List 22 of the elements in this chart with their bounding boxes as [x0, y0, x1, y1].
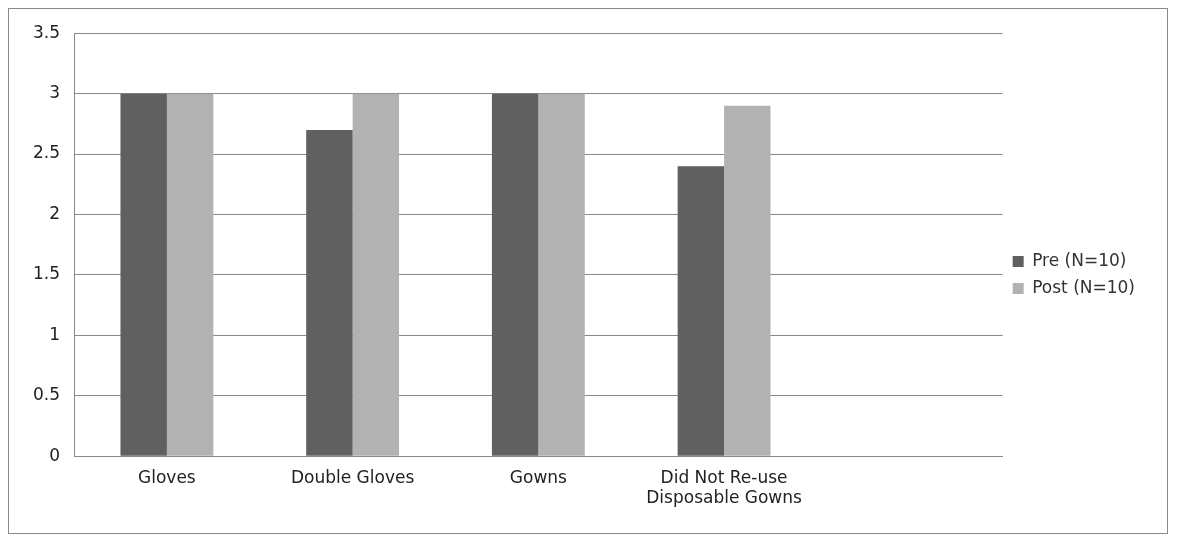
x-tick-label: Did Not Re-use Disposable Gowns [646, 466, 803, 508]
bar [538, 93, 585, 456]
y-tick-label: 0 [49, 444, 61, 465]
bar [677, 166, 725, 456]
legend-label: Pre (N=10) [1032, 249, 1127, 270]
bar [306, 129, 353, 456]
y-tick-label: 2.5 [32, 142, 61, 163]
bar [724, 105, 771, 456]
bar [166, 93, 214, 456]
y-tick-label: 1.5 [32, 263, 61, 284]
y-tick-label: 1 [49, 323, 61, 344]
bar [491, 93, 539, 456]
bar [120, 93, 167, 456]
x-tick-label: Double Gloves [290, 466, 415, 487]
bar [352, 93, 400, 456]
x-tick-label: Gowns [509, 466, 568, 487]
y-tick-label: 3 [49, 82, 61, 103]
legend-label: Post (N=10) [1032, 276, 1136, 297]
x-tick-label: Gloves [138, 466, 196, 487]
y-tick-label: 0.5 [32, 384, 61, 405]
y-tick-label: 2 [49, 202, 61, 223]
y-tick-label: 3.5 [32, 21, 61, 42]
